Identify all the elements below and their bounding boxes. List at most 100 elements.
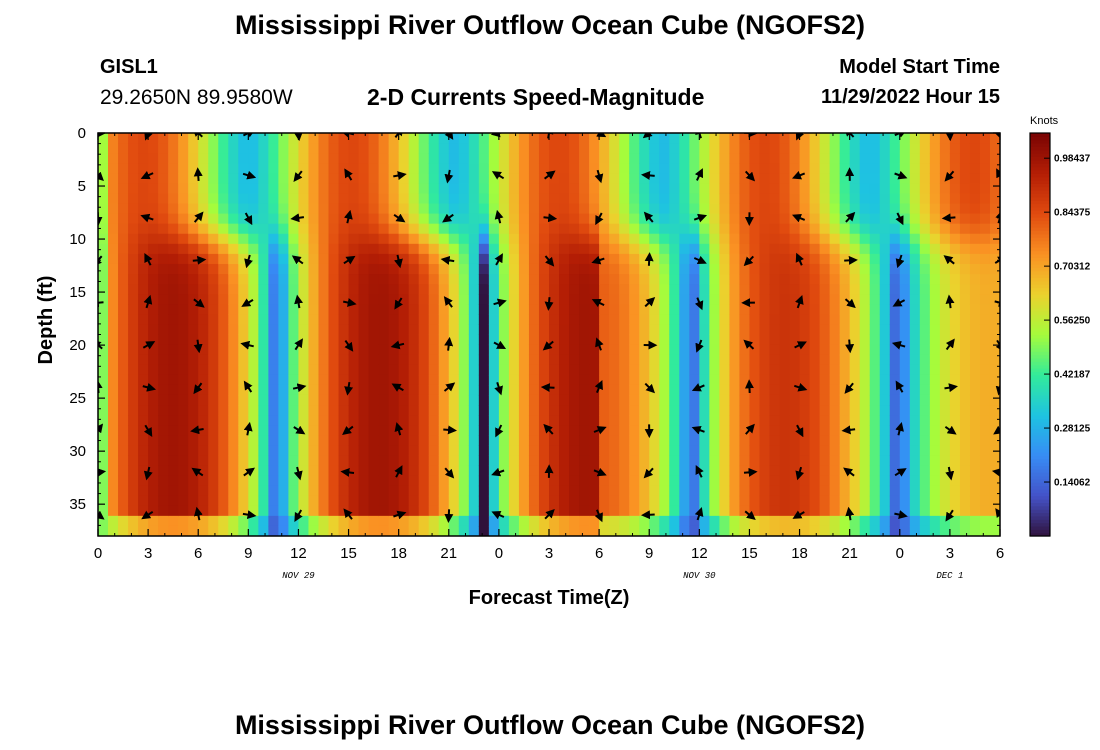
current-vector	[293, 170, 303, 182]
heatmap-cell	[769, 304, 781, 315]
heatmap-cell	[358, 364, 370, 376]
heatmap-cell	[408, 203, 420, 215]
heatmap-cell	[869, 495, 881, 507]
heatmap-cell	[969, 253, 981, 265]
heatmap-cell	[128, 485, 139, 497]
heatmap-cell	[248, 394, 259, 406]
heatmap-cell	[428, 445, 440, 456]
heatmap-cell	[408, 505, 420, 517]
heatmap-cell	[919, 324, 931, 336]
heatmap-cell	[659, 485, 670, 497]
colorbar-segment	[1030, 230, 1050, 235]
heatmap-cell	[398, 405, 410, 416]
current-vector	[193, 382, 203, 395]
heatmap-cell	[528, 495, 540, 507]
heatmap-cell	[178, 394, 189, 406]
heatmap-cell	[198, 415, 209, 426]
current-vector	[393, 213, 406, 223]
heatmap-cell	[799, 233, 811, 245]
heatmap-cell	[478, 405, 490, 416]
heatmap-cell	[258, 223, 269, 235]
heatmap-cell	[478, 445, 490, 456]
heatmap-cell	[218, 405, 229, 416]
heatmap-cell	[308, 274, 320, 285]
heatmap-cell	[739, 203, 751, 215]
heatmap-cell	[639, 223, 650, 235]
heatmap-cell	[559, 183, 570, 195]
heatmap-cell	[458, 284, 470, 295]
heatmap-cell	[819, 455, 831, 467]
heatmap-cell	[559, 274, 570, 285]
heatmap-cell	[959, 394, 971, 406]
heatmap-cell	[378, 193, 390, 205]
current-vector	[493, 298, 507, 308]
current-vector	[595, 212, 604, 226]
heatmap-cell	[168, 445, 179, 456]
heatmap-cell	[508, 435, 520, 446]
heatmap-cell	[839, 505, 851, 517]
heatmap-cell	[538, 354, 550, 366]
heatmap-cell	[218, 475, 229, 487]
heatmap-cell	[709, 274, 720, 285]
heatmap-cell	[218, 515, 229, 527]
heatmap-cell	[699, 284, 710, 295]
heatmap-cell	[388, 233, 400, 245]
heatmap-cell	[228, 364, 239, 376]
heatmap-cell	[398, 314, 410, 326]
heatmap-cell	[538, 294, 550, 305]
heatmap-cell	[158, 223, 169, 235]
heatmap-cell	[899, 304, 911, 315]
heatmap-cell	[559, 173, 570, 184]
heatmap-cell	[368, 374, 380, 386]
heatmap-cell	[719, 304, 730, 315]
heatmap-cell	[749, 133, 761, 144]
heatmap-cell	[468, 243, 480, 255]
heatmap-cell	[378, 314, 390, 326]
colorbar-segment	[1030, 173, 1050, 178]
heatmap-cell	[368, 193, 380, 205]
heatmap-cell	[759, 445, 771, 456]
heatmap-cell	[158, 334, 169, 346]
heatmap-cell	[108, 425, 119, 436]
current-vector	[743, 255, 755, 267]
colorbar-segment	[1030, 159, 1050, 164]
heatmap-cell	[148, 334, 159, 346]
heatmap-cell	[659, 324, 670, 336]
heatmap-cell	[629, 243, 640, 255]
heatmap-cell	[348, 435, 360, 446]
heatmap-cell	[418, 153, 430, 164]
heatmap-cell	[168, 223, 179, 235]
heatmap-cell	[769, 435, 781, 446]
current-vector	[491, 467, 505, 477]
heatmap-cell	[579, 213, 590, 225]
heatmap-cell	[689, 284, 700, 295]
heatmap-cell	[869, 263, 881, 275]
heatmap-cell	[248, 153, 259, 164]
heatmap-cell	[879, 405, 891, 416]
heatmap-cell	[559, 405, 570, 416]
heatmap-cell	[98, 465, 109, 477]
heatmap-cell	[789, 263, 801, 275]
heatmap-cell	[398, 485, 410, 497]
heatmap-cell	[438, 445, 450, 456]
heatmap-cell	[298, 354, 310, 366]
heatmap-cell	[979, 455, 991, 467]
heatmap-cell	[679, 233, 690, 245]
heatmap-cell	[308, 384, 320, 396]
heatmap-cell	[378, 284, 390, 295]
heatmap-cell	[298, 243, 310, 255]
heatmap-cell	[859, 465, 871, 477]
colorbar-segment	[1030, 368, 1050, 373]
heatmap-cell	[508, 515, 520, 527]
heatmap-cell	[639, 485, 650, 497]
heatmap-cell	[909, 193, 921, 205]
heatmap-cell	[158, 153, 169, 164]
heatmap-cell	[859, 263, 871, 275]
heatmap-cell	[98, 163, 109, 174]
heatmap-cell	[949, 445, 961, 456]
heatmap-cell	[528, 163, 540, 174]
heatmap-cell	[508, 374, 520, 386]
heatmap-cell	[508, 334, 520, 346]
heatmap-cell	[589, 515, 600, 527]
heatmap-cell	[949, 364, 961, 376]
